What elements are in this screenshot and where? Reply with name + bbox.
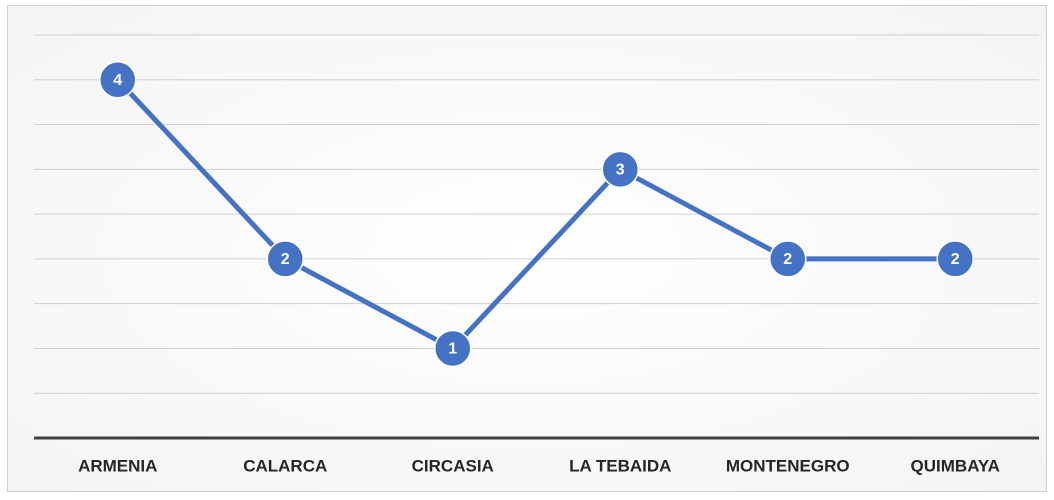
x-tick-label: CIRCASIA — [412, 456, 494, 475]
data-point — [266, 240, 304, 278]
x-tick-label: LA TEBAIDA — [569, 456, 671, 475]
data-point — [769, 240, 807, 278]
data-point — [99, 61, 137, 99]
data-point — [936, 240, 974, 278]
data-label: 2 — [951, 251, 960, 268]
x-tick-label: CALARCA — [243, 456, 327, 475]
x-tick-label: ARMENIA — [78, 456, 157, 475]
data-label: 3 — [616, 162, 625, 179]
data-point — [601, 150, 639, 189]
data-label: 4 — [113, 72, 122, 89]
data-line — [115, 78, 956, 351]
data-label: 1 — [448, 341, 457, 358]
data-label: 2 — [281, 251, 290, 268]
data-point — [434, 329, 472, 368]
x-tick-label: QUIMBAYA — [911, 456, 1000, 475]
chart-frame — [7, 5, 1047, 492]
x-tick-label: MONTENEGRO — [726, 456, 850, 475]
data-label: 2 — [783, 251, 792, 268]
